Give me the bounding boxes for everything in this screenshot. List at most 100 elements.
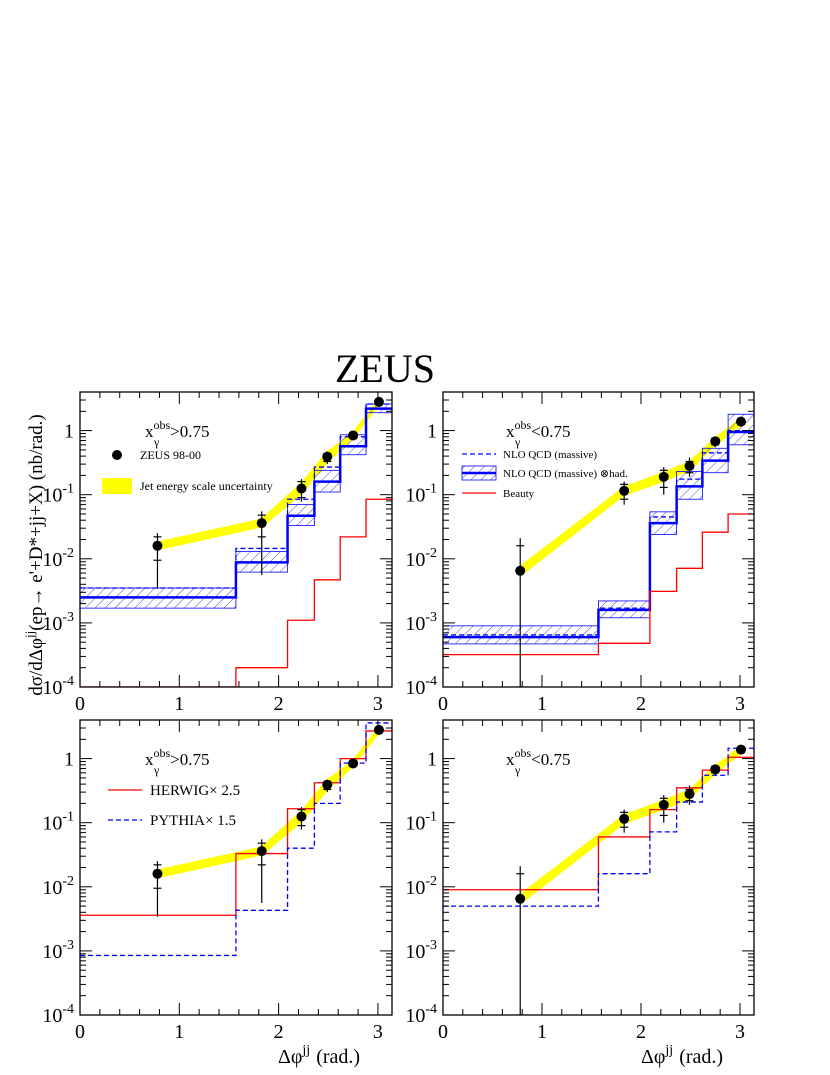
y-tick-label: 10-4 — [405, 1002, 437, 1027]
panel-cut-label-part: >0.75 — [170, 422, 209, 441]
x-tick-label: 3 — [373, 1021, 383, 1043]
x-tick-label: 1 — [174, 1021, 184, 1043]
data-point — [256, 846, 267, 857]
plot-area — [80, 722, 392, 957]
x-tick-label: 3 — [735, 693, 745, 715]
y-axis-label: dσ/dΔφjj(ep→ e'+D*+jj+X) (nb/rad.) — [22, 414, 47, 696]
pythia-step-line — [443, 747, 754, 907]
y-tick-label: 10-2 — [405, 546, 437, 571]
data-point — [619, 813, 630, 824]
x-tick-label: 3 — [735, 1021, 745, 1043]
panel-cut-label: xobs>0.75 — [145, 418, 210, 441]
nlo-qcd-had-step-line — [443, 430, 754, 639]
panel-cut-label: xobs<0.75 — [506, 418, 571, 441]
panel-cut-label-subscript: γ — [153, 435, 160, 449]
pythia-step-line — [80, 722, 392, 957]
y-tick-label: 1 — [427, 421, 437, 443]
panel-cut-label: xobs<0.75 — [506, 746, 571, 769]
data-point — [322, 451, 333, 462]
plot-area — [443, 744, 754, 1015]
data-point — [684, 461, 695, 472]
nlo-qcd-had-step-line — [80, 407, 392, 599]
y-tick-exponent: -4 — [62, 1002, 74, 1017]
x-tick-label: 0 — [438, 1021, 448, 1043]
panel-top-left: 0 1 2 310-410-310-210-11 xobs>0.75γ — [42, 391, 393, 715]
y-tick-base: 10 — [405, 813, 425, 835]
data-point — [296, 811, 307, 822]
panel-cut-label: xobs>0.75 — [145, 746, 210, 769]
y-tick-base: 10 — [42, 613, 62, 635]
x-tick-label: 0 — [75, 693, 85, 715]
data-point — [735, 744, 746, 755]
legend-top-right: NLO QCD (massive) NLO QCD (massive) ⊗had… — [461, 449, 628, 500]
y-tick-exponent: -4 — [425, 674, 437, 689]
y-tick-label: 10-3 — [405, 938, 437, 963]
data-point — [515, 893, 526, 904]
panel-cut-label-part: x — [145, 422, 154, 441]
y-tick-base: 10 — [405, 549, 425, 571]
panel-cut-label-subscript: γ — [514, 435, 521, 449]
beauty-step-line — [80, 498, 392, 687]
data-point — [710, 436, 721, 447]
panel-cut-label-part: >0.75 — [170, 750, 209, 769]
y-tick-exponent: -3 — [62, 938, 74, 953]
legend-zeus-marker — [112, 450, 122, 460]
y-tick-base: 10 — [42, 549, 62, 571]
y-tick-label: 10-4 — [405, 674, 437, 699]
legend-zeus-label: ZEUS 98-00 — [140, 448, 201, 462]
data-point — [296, 483, 307, 494]
y-tick-label: 10-2 — [405, 874, 437, 899]
x-tick-label: 2 — [636, 1021, 646, 1043]
legend-jes-swatch — [102, 478, 132, 494]
x-tick-label: 1 — [537, 693, 547, 715]
y-tick-exponent: -1 — [62, 482, 74, 497]
panel-cut-label-part: obs — [515, 418, 532, 432]
y-tick-base: 10 — [405, 677, 425, 699]
x-tick-label: 0 — [75, 1021, 85, 1043]
y-tick-base: 10 — [405, 941, 425, 963]
y-tick-exponent: -3 — [62, 610, 74, 625]
x-tick-label: 0 — [438, 693, 448, 715]
legend-herwig-label: HERWIG× 2.5 — [150, 783, 240, 799]
panel-cut-label-part: obs — [154, 746, 171, 760]
herwig-step-line — [80, 730, 392, 916]
x-tick-label: 1 — [174, 693, 184, 715]
y-tick-label: 10-1 — [405, 810, 437, 835]
data-point — [710, 764, 721, 775]
y-tick-label: 10-3 — [42, 938, 74, 963]
panel-bottom-left: 0 1 2 310-410-310-210-11 xobs>0.75γ — [42, 719, 393, 1043]
y-tick-exponent: -4 — [425, 1002, 437, 1017]
y-tick-label: 1 — [427, 749, 437, 771]
y-tick-base: 10 — [405, 613, 425, 635]
y-tick-exponent: -2 — [425, 546, 437, 561]
data-point — [658, 799, 669, 810]
y-tick-label: 10-1 — [42, 482, 74, 507]
panel-cut-label-part: <0.75 — [531, 750, 570, 769]
y-tick-exponent: -1 — [62, 810, 74, 825]
panel-cut-label-part: x — [506, 750, 515, 769]
y-tick-exponent: -4 — [62, 674, 74, 689]
x-axis-label-left: Δφjj (rad.) — [278, 1043, 360, 1068]
y-tick-base: 10 — [405, 1005, 425, 1027]
y-tick-label: 10-4 — [42, 1002, 74, 1027]
panel-cut-label-part: obs — [515, 746, 532, 760]
y-tick-base: 10 — [405, 485, 425, 507]
panel-cut-label-part: x — [506, 422, 515, 441]
x-tick-label: 3 — [373, 693, 383, 715]
jes-uncertainty-band — [519, 416, 742, 578]
legend-bottom-left: HERWIG× 2.5 PYTHIA× 1.5 — [108, 783, 240, 829]
x-tick-label: 2 — [636, 693, 646, 715]
y-tick-base: 10 — [42, 1005, 62, 1027]
data-point — [515, 565, 526, 576]
data-point — [348, 758, 359, 769]
data-point — [684, 789, 695, 800]
data-point — [658, 471, 669, 482]
y-tick-exponent: -2 — [62, 546, 74, 561]
legend-nlo-label: NLO QCD (massive) — [503, 449, 597, 461]
panel-top-right: 0 1 2 310-410-310-210-11 xobs<0.75γ — [405, 391, 755, 715]
y-tick-label: 10-4 — [42, 674, 74, 699]
panel-cut-label-part: <0.75 — [531, 422, 570, 441]
panel-cut-label-subscript: γ — [514, 763, 521, 777]
legend-nlo-had-label: NLO QCD (massive) ⊗had. — [503, 468, 628, 480]
y-tick-base: 10 — [42, 941, 62, 963]
